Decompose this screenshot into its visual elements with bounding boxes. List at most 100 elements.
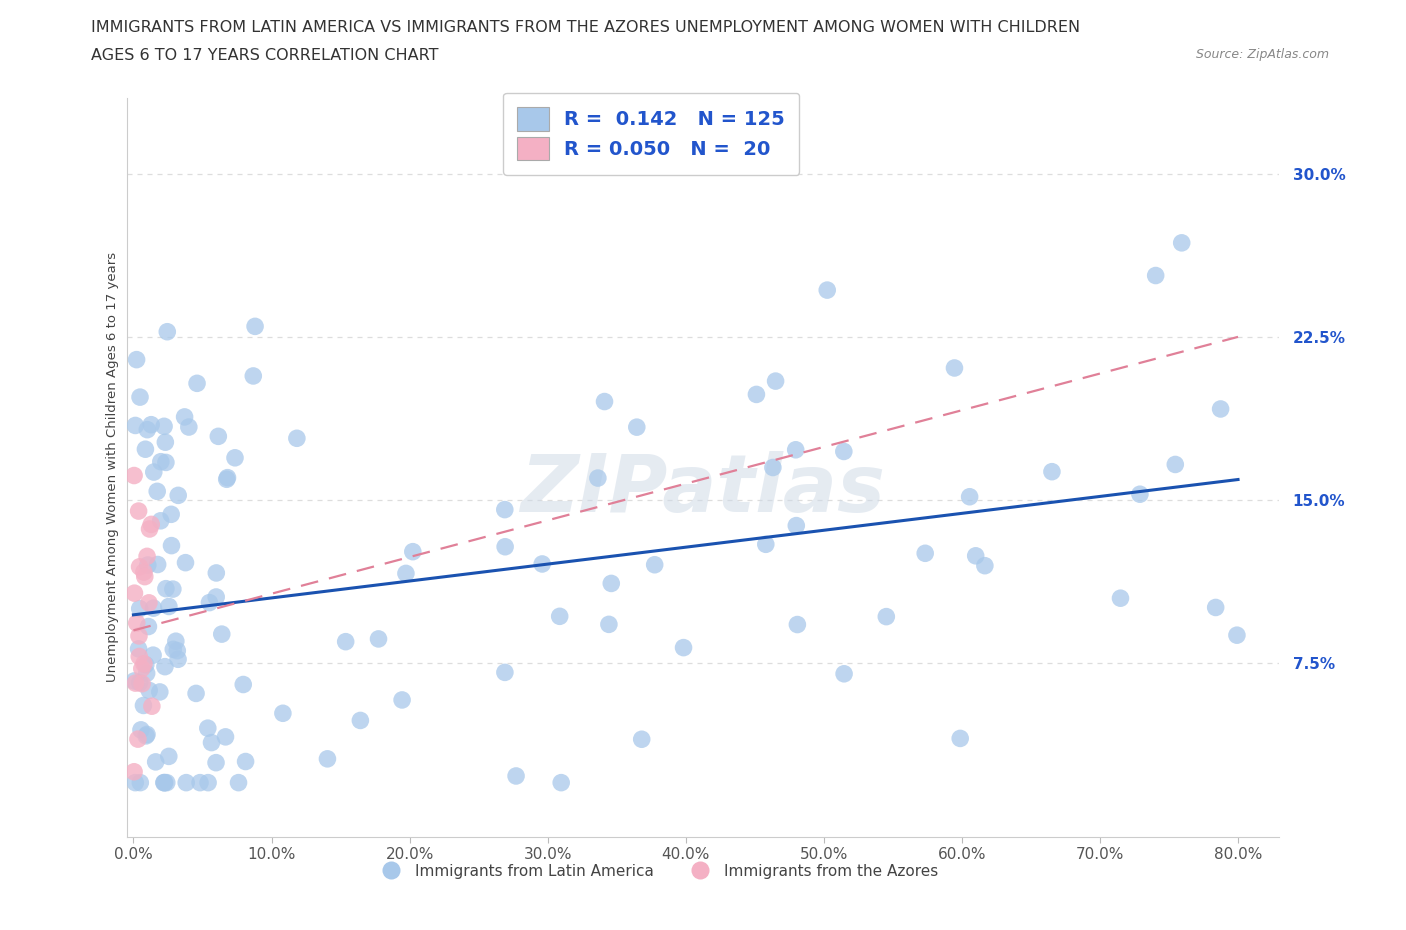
- Point: [973, 558, 995, 573]
- Point: [1170, 235, 1192, 250]
- Point: [129, 723, 152, 737]
- Point: [138, 683, 160, 698]
- Point: [200, 735, 222, 750]
- Point: [155, 435, 177, 450]
- Point: [136, 558, 159, 573]
- Point: [785, 518, 807, 533]
- Point: [134, 569, 156, 584]
- Point: [157, 749, 180, 764]
- Point: [765, 374, 787, 389]
- Point: [153, 776, 176, 790]
- Point: [672, 640, 695, 655]
- Point: [832, 667, 855, 682]
- Point: [815, 283, 838, 298]
- Point: [138, 595, 160, 610]
- Point: [593, 394, 616, 409]
- Point: [146, 557, 169, 572]
- Point: [505, 768, 527, 783]
- Point: [128, 675, 150, 690]
- Point: [550, 776, 572, 790]
- Point: [205, 755, 228, 770]
- Point: [128, 649, 150, 664]
- Point: [1144, 268, 1167, 283]
- Point: [149, 454, 172, 469]
- Point: [153, 776, 176, 790]
- Point: [785, 443, 807, 458]
- Point: [141, 517, 163, 532]
- Point: [198, 595, 221, 610]
- Point: [142, 647, 165, 662]
- Point: [395, 566, 418, 581]
- Point: [138, 619, 160, 634]
- Point: [128, 559, 150, 574]
- Point: [197, 721, 219, 736]
- Legend: Immigrants from Latin America, Immigrants from the Azores: Immigrants from Latin America, Immigrant…: [370, 857, 945, 884]
- Point: [125, 616, 148, 631]
- Point: [141, 418, 163, 432]
- Point: [965, 549, 987, 564]
- Point: [136, 727, 159, 742]
- Point: [1164, 457, 1187, 472]
- Point: [162, 581, 184, 596]
- Point: [1109, 591, 1132, 605]
- Point: [132, 565, 155, 579]
- Point: [162, 642, 184, 657]
- Point: [177, 419, 200, 434]
- Point: [1040, 464, 1063, 479]
- Point: [124, 776, 146, 790]
- Point: [131, 676, 153, 691]
- Point: [626, 419, 648, 434]
- Text: Source: ZipAtlas.com: Source: ZipAtlas.com: [1195, 48, 1329, 61]
- Point: [285, 431, 308, 445]
- Point: [156, 325, 179, 339]
- Point: [136, 549, 159, 564]
- Point: [128, 504, 150, 519]
- Point: [349, 713, 371, 728]
- Point: [188, 776, 211, 790]
- Point: [165, 633, 187, 648]
- Point: [132, 698, 155, 713]
- Point: [600, 576, 623, 591]
- Point: [755, 537, 778, 551]
- Point: [160, 507, 183, 522]
- Point: [914, 546, 936, 561]
- Point: [242, 368, 264, 383]
- Point: [136, 422, 159, 437]
- Point: [745, 387, 768, 402]
- Point: [205, 565, 228, 580]
- Point: [145, 754, 167, 769]
- Y-axis label: Unemployment Among Women with Children Ages 6 to 17 years: Unemployment Among Women with Children A…: [105, 252, 120, 683]
- Point: [494, 665, 516, 680]
- Point: [135, 728, 157, 743]
- Point: [155, 455, 177, 470]
- Point: [367, 631, 389, 646]
- Point: [167, 488, 190, 503]
- Point: [762, 460, 785, 475]
- Point: [832, 444, 855, 458]
- Point: [205, 590, 228, 604]
- Point: [166, 644, 188, 658]
- Point: [959, 489, 981, 504]
- Point: [157, 599, 180, 614]
- Point: [167, 652, 190, 667]
- Point: [184, 686, 207, 701]
- Point: [156, 776, 179, 790]
- Point: [129, 390, 152, 405]
- Point: [160, 538, 183, 553]
- Point: [129, 776, 152, 790]
- Point: [224, 450, 246, 465]
- Point: [186, 376, 208, 391]
- Point: [122, 764, 145, 779]
- Text: IMMIGRANTS FROM LATIN AMERICA VS IMMIGRANTS FROM THE AZORES UNEMPLOYMENT AMONG W: IMMIGRANTS FROM LATIN AMERICA VS IMMIGRA…: [91, 20, 1081, 35]
- Point: [127, 732, 149, 747]
- Point: [1205, 600, 1227, 615]
- Point: [232, 677, 254, 692]
- Point: [243, 319, 266, 334]
- Point: [786, 618, 808, 632]
- Text: ZIPatlas: ZIPatlas: [520, 450, 886, 528]
- Point: [494, 502, 516, 517]
- Point: [228, 776, 250, 790]
- Point: [494, 539, 516, 554]
- Point: [214, 729, 236, 744]
- Point: [135, 666, 157, 681]
